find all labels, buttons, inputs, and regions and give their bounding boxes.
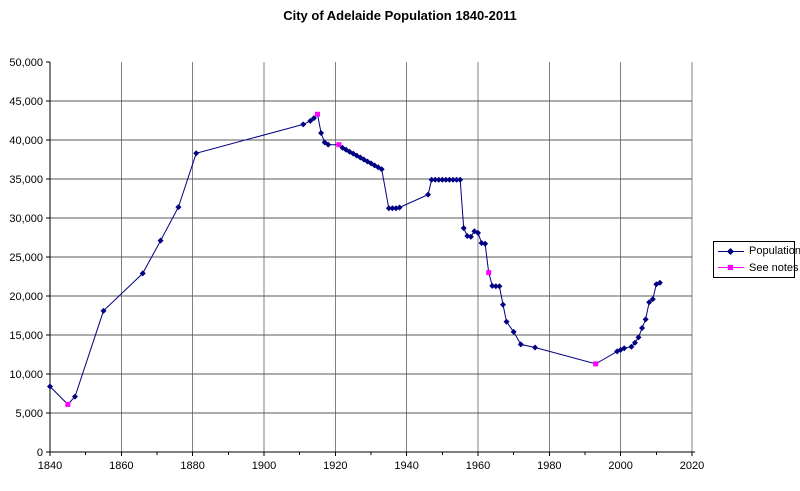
legend-item-see-notes: See notes: [718, 260, 799, 276]
population-diamond-icon: [726, 247, 735, 255]
population-point: [628, 343, 635, 350]
population-point: [378, 166, 385, 173]
population-point: [467, 233, 474, 240]
population-point: [492, 283, 499, 290]
population-point: [621, 345, 628, 352]
population-point: [532, 344, 539, 351]
population-point: [300, 121, 307, 128]
see-notes-square-icon: [728, 265, 733, 271]
population-point: [503, 318, 510, 325]
y-tick-label: 40,000: [9, 135, 43, 147]
population-point: [307, 117, 314, 124]
y-tick-label: 25,000: [9, 252, 43, 264]
x-tick-label: 1900: [252, 460, 276, 472]
legend-label-see-notes: See notes: [749, 261, 799, 274]
population-point: [157, 237, 164, 244]
population-point: [517, 341, 524, 348]
y-tick-label: 0: [37, 447, 43, 459]
y-tick-label: 45,000: [9, 96, 43, 108]
legend: Population See notes: [713, 241, 800, 278]
population-point: [446, 176, 453, 183]
population-line-sample: [718, 247, 744, 256]
see-notes-point: [486, 270, 492, 276]
population-point: [642, 316, 649, 323]
population-point: [656, 279, 663, 286]
population-point: [193, 150, 200, 157]
population-point: [385, 205, 392, 212]
population-point: [432, 176, 439, 183]
y-tick-label: 20,000: [9, 291, 43, 303]
legend-label-population: Population: [749, 245, 800, 258]
legend-item-population: Population: [718, 243, 800, 259]
see-notes-point: [593, 361, 599, 367]
population-point: [631, 339, 638, 346]
population-point: [453, 176, 460, 183]
population-point: [325, 141, 332, 148]
population-point: [435, 176, 442, 183]
population-point: [425, 191, 432, 198]
population-line: [49, 113, 661, 406]
y-tick-label: 30,000: [9, 213, 43, 225]
x-tick-label: 1940: [394, 460, 418, 472]
population-point: [639, 324, 646, 331]
y-tick-label: 15,000: [9, 330, 43, 342]
x-tick-label: 1840: [38, 460, 62, 472]
see-notes-point: [336, 142, 342, 148]
population-point: [139, 270, 146, 277]
population-point: [635, 334, 642, 341]
x-tick-label: 1980: [537, 460, 561, 472]
population-point: [389, 205, 396, 212]
see-notes-point: [65, 401, 71, 407]
population-point: [482, 240, 489, 247]
y-tick-label: 5,000: [15, 408, 43, 420]
population-point: [499, 301, 506, 308]
x-tick-label: 1960: [466, 460, 490, 472]
population-point: [439, 176, 446, 183]
population-point: [649, 296, 656, 303]
chart-title: City of Adelaide Population 1840-2011: [283, 8, 517, 23]
x-tick-label: 2020: [680, 460, 704, 472]
population-point: [396, 204, 403, 211]
population-point: [428, 176, 435, 183]
see-notes-point: [315, 111, 320, 117]
population-point: [450, 176, 457, 183]
x-tick-label: 2000: [608, 460, 632, 472]
population-point: [47, 383, 53, 390]
see-notes-line-sample: [718, 263, 744, 272]
population-point: [510, 328, 517, 335]
y-tick-label: 35,000: [9, 174, 43, 186]
population-point: [100, 307, 107, 314]
population-point: [457, 176, 464, 183]
population-point: [175, 204, 182, 211]
x-tick-label: 1920: [323, 460, 347, 472]
population-point: [460, 225, 467, 232]
population-point: [318, 129, 325, 136]
y-tick-label: 50,000: [9, 57, 43, 69]
x-tick-label: 1880: [180, 460, 204, 472]
x-tick-label: 1860: [109, 460, 133, 472]
population-point: [496, 283, 503, 290]
population-point: [71, 393, 78, 400]
population-point: [489, 282, 496, 289]
population-point: [475, 229, 481, 236]
y-tick-label: 10,000: [9, 369, 43, 381]
population-point: [646, 299, 653, 306]
population-point: [442, 176, 449, 183]
